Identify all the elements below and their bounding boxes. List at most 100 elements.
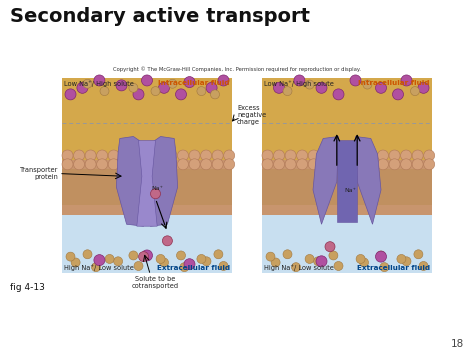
Circle shape	[120, 159, 131, 170]
Circle shape	[308, 159, 319, 170]
Circle shape	[210, 90, 219, 99]
Circle shape	[355, 159, 365, 170]
Circle shape	[197, 255, 206, 263]
Circle shape	[262, 150, 273, 161]
Text: Transporter
protein: Transporter protein	[19, 167, 58, 180]
Circle shape	[414, 250, 423, 259]
Text: Excess
negative
charge: Excess negative charge	[237, 105, 266, 125]
Circle shape	[224, 150, 235, 161]
Circle shape	[375, 82, 386, 93]
Circle shape	[397, 255, 406, 263]
Circle shape	[334, 262, 343, 271]
Circle shape	[283, 250, 292, 259]
Polygon shape	[137, 140, 157, 226]
Circle shape	[380, 263, 389, 272]
Circle shape	[120, 150, 131, 161]
Circle shape	[273, 159, 284, 170]
Circle shape	[94, 255, 105, 266]
Circle shape	[156, 255, 165, 263]
Circle shape	[356, 255, 365, 263]
Circle shape	[320, 150, 331, 161]
Circle shape	[166, 150, 177, 161]
Circle shape	[320, 159, 331, 170]
Circle shape	[151, 189, 161, 199]
Circle shape	[83, 250, 92, 259]
Bar	[62, 214, 232, 273]
Circle shape	[155, 159, 165, 170]
Circle shape	[202, 257, 211, 266]
Text: Intracellular fluid: Intracellular fluid	[158, 80, 230, 86]
Circle shape	[94, 75, 105, 86]
Circle shape	[224, 159, 235, 170]
Circle shape	[376, 251, 385, 260]
Circle shape	[305, 80, 314, 89]
Circle shape	[308, 150, 319, 161]
Circle shape	[285, 150, 296, 161]
Circle shape	[100, 87, 109, 95]
Circle shape	[66, 252, 75, 261]
Bar	[262, 169, 432, 205]
Circle shape	[297, 159, 308, 170]
Circle shape	[143, 159, 154, 170]
Circle shape	[97, 159, 108, 170]
Circle shape	[377, 159, 389, 170]
Circle shape	[97, 150, 108, 161]
Circle shape	[176, 251, 185, 260]
Circle shape	[331, 150, 342, 161]
Circle shape	[424, 159, 435, 170]
Text: High Na⁺/ Low solute: High Na⁺/ Low solute	[64, 264, 134, 271]
Polygon shape	[313, 137, 338, 224]
Text: Copyright © The McGraw-Hill Companies, Inc. Permission required for reproduction: Copyright © The McGraw-Hill Companies, I…	[113, 66, 361, 72]
Circle shape	[218, 75, 229, 86]
Circle shape	[77, 82, 88, 93]
Bar	[62, 169, 232, 205]
Circle shape	[142, 250, 153, 261]
Circle shape	[392, 89, 403, 100]
Circle shape	[158, 82, 170, 93]
Bar	[262, 160, 432, 214]
Circle shape	[212, 159, 223, 170]
Circle shape	[85, 150, 96, 161]
Circle shape	[206, 82, 217, 93]
Circle shape	[355, 150, 365, 161]
Circle shape	[329, 251, 338, 260]
Circle shape	[180, 263, 189, 272]
Circle shape	[201, 159, 211, 170]
Circle shape	[155, 150, 165, 161]
Circle shape	[73, 150, 84, 161]
Circle shape	[85, 159, 96, 170]
Circle shape	[377, 150, 389, 161]
Circle shape	[262, 159, 273, 170]
Circle shape	[424, 150, 435, 161]
Circle shape	[410, 87, 419, 95]
Circle shape	[343, 159, 354, 170]
Circle shape	[105, 255, 114, 263]
Circle shape	[285, 159, 296, 170]
Circle shape	[283, 87, 292, 95]
Circle shape	[325, 242, 335, 252]
Circle shape	[214, 250, 223, 259]
Circle shape	[65, 89, 76, 100]
Circle shape	[314, 257, 323, 266]
Circle shape	[177, 150, 189, 161]
Circle shape	[201, 150, 211, 161]
Circle shape	[297, 150, 308, 161]
Circle shape	[131, 159, 142, 170]
Bar	[262, 214, 432, 273]
Circle shape	[91, 263, 100, 272]
Circle shape	[316, 82, 327, 93]
Circle shape	[159, 258, 168, 267]
Circle shape	[134, 262, 143, 271]
Circle shape	[151, 87, 160, 95]
Circle shape	[212, 150, 223, 161]
Text: Intracellular fluid: Intracellular fluid	[358, 80, 430, 86]
Text: 18: 18	[451, 339, 464, 349]
Circle shape	[129, 251, 138, 260]
Circle shape	[316, 256, 327, 267]
Circle shape	[129, 83, 138, 92]
Circle shape	[62, 159, 73, 170]
Text: Na⁺: Na⁺	[344, 187, 356, 192]
Bar	[62, 78, 232, 160]
Circle shape	[108, 159, 119, 170]
Circle shape	[168, 79, 177, 88]
